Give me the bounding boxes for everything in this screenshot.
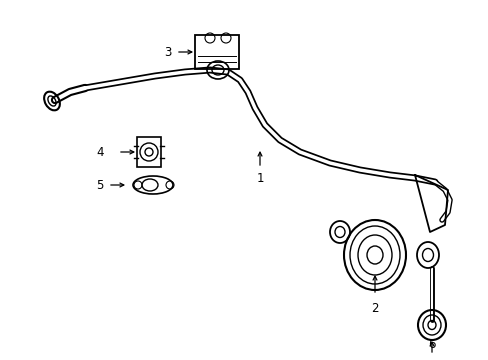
- Text: 6: 6: [427, 338, 435, 351]
- Text: 4: 4: [96, 145, 103, 158]
- Text: 2: 2: [370, 302, 378, 315]
- Text: 1: 1: [256, 171, 263, 185]
- Text: 5: 5: [96, 179, 103, 192]
- Text: 3: 3: [164, 45, 171, 59]
